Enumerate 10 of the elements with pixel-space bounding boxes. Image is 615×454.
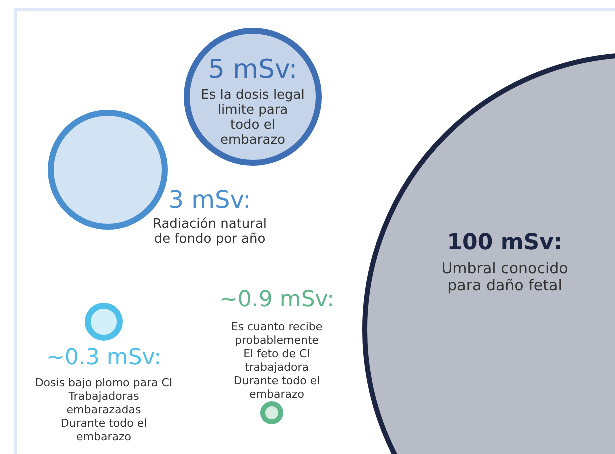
category-label: Dosis bajo plomo para CI Trabajadoras embarazadas Durante todo el embarazo	[35, 376, 173, 444]
category-label: Es la dosis legal limite para todo el embarazo	[201, 88, 305, 148]
data-label: 100 mSv:	[447, 230, 563, 256]
category-label: Radiación natural de fondo por año	[152, 217, 268, 247]
data-label: ~0.3 mSv:	[46, 346, 162, 370]
data-label: 3 mSv:	[168, 186, 252, 214]
data-label: 5 mSv:	[208, 55, 298, 85]
category-label: Umbral conocido para daño fetal	[442, 260, 568, 294]
category-label: Es cuanto recibe probablemente El feto de CI trabajadora Durante todo el embarazo	[231, 320, 323, 401]
data-label: ~0.9 mSv:	[219, 288, 335, 312]
